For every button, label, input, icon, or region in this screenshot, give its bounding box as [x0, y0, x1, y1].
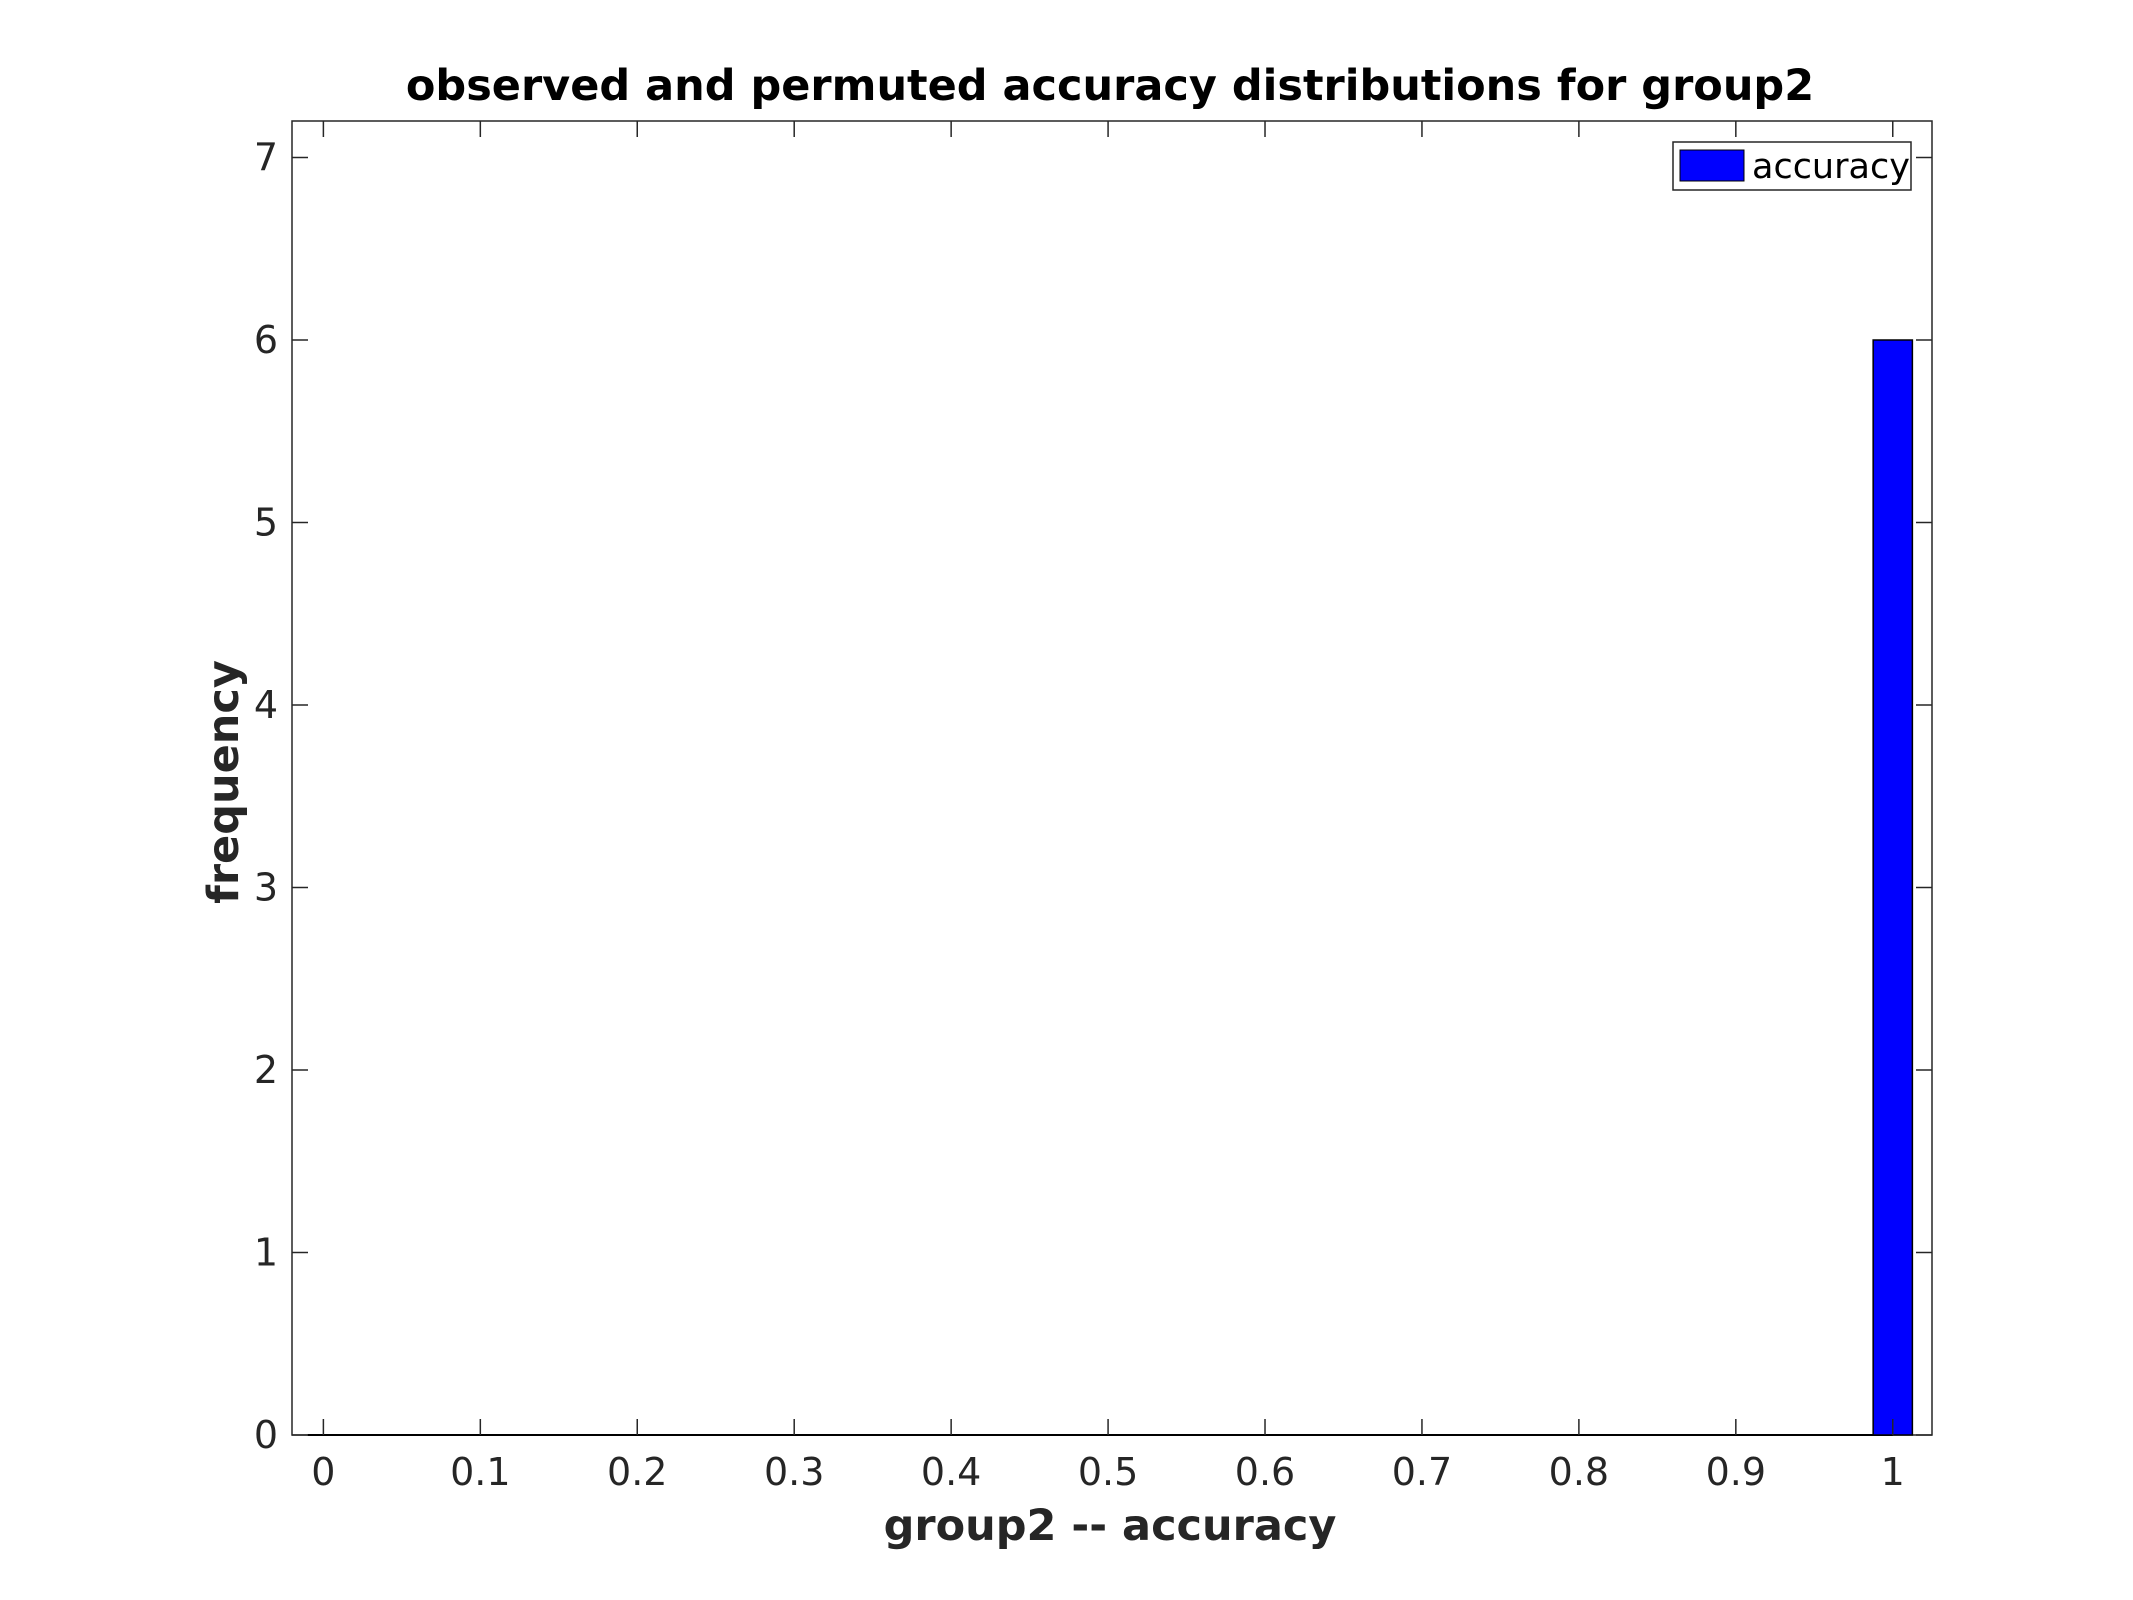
x-tick-label: 0 [311, 1450, 335, 1494]
x-tick-label: 0.8 [1549, 1450, 1609, 1494]
y-tick-label: 6 [254, 318, 278, 362]
bars [307, 339, 1914, 1436]
y-tick-label: 0 [254, 1413, 278, 1457]
histogram-bar [1872, 339, 1914, 1436]
x-tick-label: 0.2 [607, 1450, 667, 1494]
x-tick-label: 0.4 [921, 1450, 981, 1494]
x-axis-label: group2 -- accuracy [884, 1501, 1337, 1551]
y-tick-label: 5 [254, 501, 278, 545]
x-tick-label: 0.6 [1235, 1450, 1295, 1494]
chart-title: observed and permuted accuracy distribut… [406, 61, 1814, 111]
x-tick-label: 0.7 [1392, 1450, 1452, 1494]
y-axis-ticks: 0 1 2 3 4 5 6 7 [254, 136, 1932, 1457]
x-tick-label: 0.1 [450, 1450, 510, 1494]
y-tick-label: 3 [254, 866, 278, 910]
y-tick-label: 2 [254, 1048, 278, 1092]
plot-area-box [291, 120, 1933, 1436]
axes [291, 120, 1933, 1436]
y-tick-label: 7 [254, 136, 278, 180]
x-tick-label: 1 [1881, 1450, 1905, 1494]
y-tick-label: 4 [254, 683, 278, 727]
x-axis-ticks: 0 0.1 0.2 0.3 0.4 0.5 0.6 0.7 0.8 0.9 1 [311, 121, 1905, 1494]
legend-entry-accuracy: accuracy [1752, 147, 1910, 187]
x-tick-label: 0.3 [764, 1450, 824, 1494]
x-tick-label: 0.5 [1078, 1450, 1138, 1494]
y-axis-label: frequency [199, 660, 249, 904]
y-tick-label: 1 [254, 1231, 278, 1275]
legend: accuracy [1672, 141, 1912, 191]
legend-swatch [1679, 149, 1745, 182]
x-tick-label: 0.9 [1706, 1450, 1766, 1494]
